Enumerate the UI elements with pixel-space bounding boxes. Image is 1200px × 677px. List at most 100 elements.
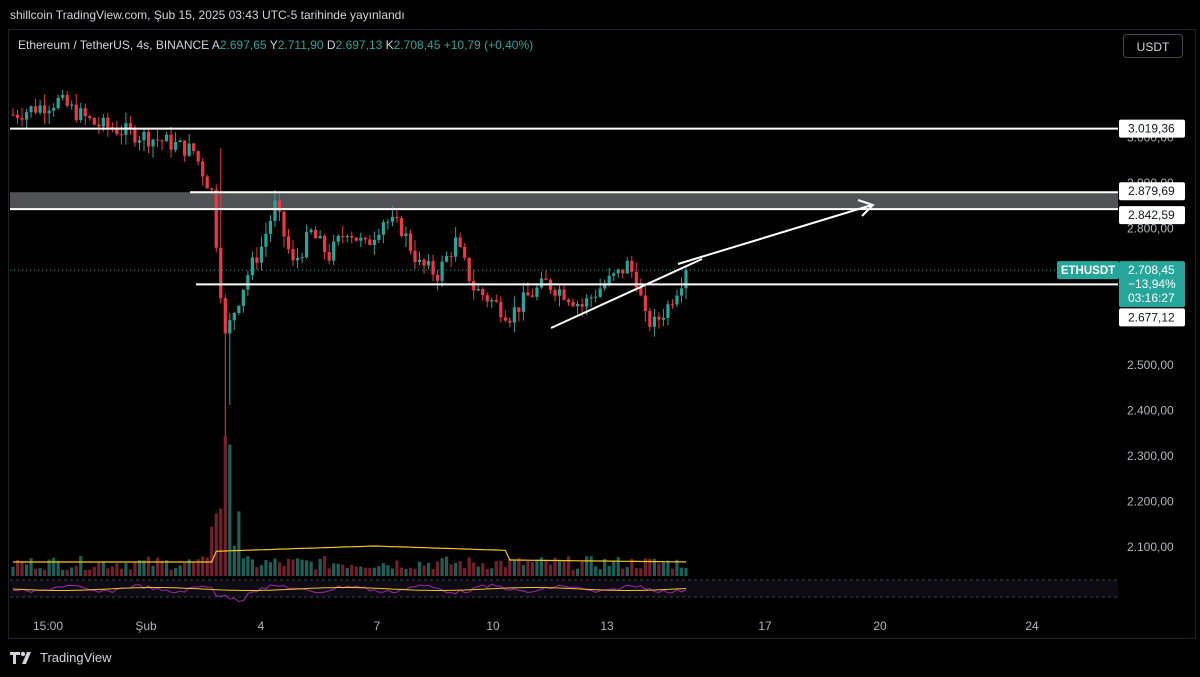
volume-bar bbox=[440, 558, 444, 576]
x-tick-label: 15:00 bbox=[33, 619, 63, 633]
x-tick-label: 13 bbox=[600, 619, 614, 633]
candle-body bbox=[277, 200, 282, 212]
volume-bar bbox=[539, 557, 544, 576]
volume-bar bbox=[530, 561, 535, 576]
candle-body bbox=[101, 117, 105, 127]
candle-body bbox=[598, 288, 602, 297]
volume-bar bbox=[133, 562, 137, 576]
resistance-zone bbox=[10, 192, 1118, 210]
volume-bar bbox=[458, 561, 462, 576]
tradingview-logo[interactable]: TradingView bbox=[10, 650, 112, 665]
candle-body bbox=[508, 320, 512, 323]
volume-bar bbox=[160, 560, 164, 576]
level-label-text: 2.879,69 bbox=[1128, 184, 1175, 198]
candle-body bbox=[205, 176, 209, 189]
volume-bar bbox=[544, 559, 548, 576]
volume-bar bbox=[192, 561, 196, 576]
volume-bar bbox=[259, 565, 264, 576]
candle-body bbox=[174, 142, 178, 150]
volume-bar bbox=[11, 566, 15, 576]
candle-body bbox=[580, 304, 584, 307]
candle-body bbox=[354, 237, 358, 241]
volume-bar bbox=[679, 567, 684, 576]
volume-bar bbox=[399, 567, 404, 576]
symbol-tag-box bbox=[1057, 261, 1119, 280]
candle-body bbox=[115, 129, 119, 135]
volume-bar bbox=[354, 566, 358, 576]
volume-bar bbox=[499, 560, 503, 576]
candle-body bbox=[476, 289, 480, 291]
volume-bar bbox=[291, 559, 295, 576]
x-tick-label: 4 bbox=[258, 619, 265, 633]
volume-bar bbox=[616, 557, 620, 576]
candle-body bbox=[612, 273, 616, 276]
volume-bar bbox=[670, 568, 675, 576]
volume-bar bbox=[314, 569, 318, 576]
volume-bar bbox=[652, 558, 656, 576]
x-tick-label: 10 bbox=[486, 619, 500, 633]
volume-bar bbox=[174, 568, 178, 576]
close-value: 2.708,45 bbox=[393, 38, 441, 52]
volume-bar bbox=[29, 558, 33, 576]
candle-body bbox=[594, 296, 598, 298]
candle-body bbox=[304, 232, 309, 258]
volume-bar bbox=[106, 568, 110, 576]
volume-bar bbox=[575, 568, 580, 576]
candle-body bbox=[309, 229, 313, 233]
symbol-label[interactable]: Ethereum / TetherUS, 4s, BINANCE bbox=[18, 38, 210, 52]
volume-bar bbox=[630, 558, 634, 576]
volume-bar bbox=[562, 560, 566, 576]
candle-body bbox=[458, 237, 462, 247]
ascending-trendline bbox=[550, 258, 703, 329]
candle-body bbox=[675, 295, 679, 305]
candle-body bbox=[47, 110, 51, 114]
candle-body bbox=[345, 236, 349, 238]
volume-bar bbox=[196, 559, 200, 576]
candle-body bbox=[300, 257, 304, 259]
volume-bar bbox=[268, 562, 273, 576]
x-tick-label: Şub bbox=[135, 619, 157, 633]
candle-body bbox=[282, 211, 286, 237]
volume-bar bbox=[61, 569, 65, 576]
volume-bar bbox=[341, 564, 345, 576]
candle-body bbox=[341, 236, 345, 238]
tradingview-logo-icon bbox=[10, 651, 31, 664]
candle-body bbox=[214, 189, 218, 248]
x-tick-label: 20 bbox=[873, 619, 887, 633]
volume-bar bbox=[146, 556, 151, 576]
volume-bar bbox=[142, 560, 146, 576]
candle-body bbox=[625, 260, 629, 274]
candle-body bbox=[74, 104, 78, 121]
candle-body bbox=[128, 123, 133, 129]
candle-body bbox=[463, 246, 467, 258]
volume-bar bbox=[476, 566, 480, 576]
level-label-text: 3.019,36 bbox=[1128, 122, 1175, 136]
volume-bar bbox=[115, 563, 119, 576]
y-tick-label: 2.800,00 bbox=[1127, 221, 1174, 235]
chart-area[interactable] bbox=[8, 29, 1196, 639]
candle-body bbox=[363, 237, 367, 240]
y-tick-label: 2.300,00 bbox=[1127, 449, 1174, 463]
volume-bar bbox=[612, 560, 616, 576]
volume-bar bbox=[661, 562, 666, 576]
candle-body bbox=[517, 307, 521, 312]
currency-button[interactable]: USDT bbox=[1123, 34, 1183, 58]
volume-bar bbox=[548, 564, 553, 576]
volume-bar bbox=[449, 564, 453, 576]
candle-body bbox=[106, 117, 110, 128]
volume-bar bbox=[512, 560, 516, 576]
candle-body bbox=[634, 271, 638, 288]
level-label-box bbox=[1119, 119, 1185, 138]
chart-legend: Ethereum / TetherUS, 4s, BINANCE A2.697,… bbox=[18, 38, 533, 52]
candle-body bbox=[607, 275, 611, 285]
candle-body bbox=[228, 320, 232, 334]
candle-body bbox=[237, 305, 241, 314]
candle-body bbox=[589, 297, 593, 299]
volume-bar bbox=[101, 561, 105, 576]
volume-bar bbox=[286, 558, 291, 576]
publish-caption: shillcoin TradingView.com, Şub 15, 2025 … bbox=[10, 8, 405, 22]
volume-bar bbox=[643, 558, 647, 576]
candle-body bbox=[219, 247, 223, 299]
high-value: 2.711,90 bbox=[277, 38, 324, 52]
